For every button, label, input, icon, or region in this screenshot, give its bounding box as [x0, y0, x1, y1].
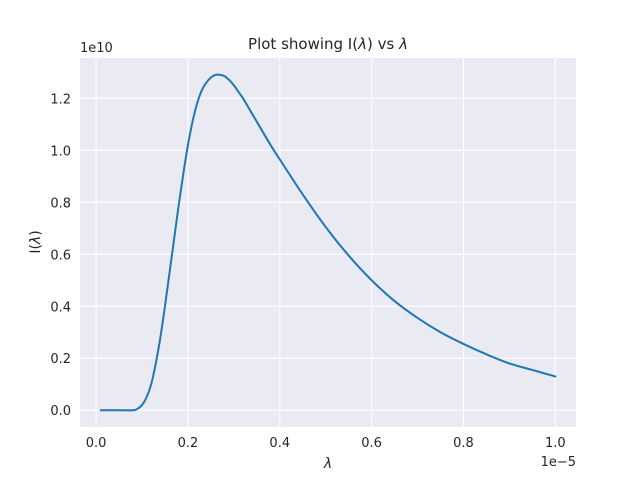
series-line	[99, 73, 557, 412]
y-tick-label: 0.0	[50, 404, 71, 419]
x-tick-label: 0.6	[361, 436, 382, 451]
series-layer	[99, 73, 557, 412]
chart-title-symbol-2: λ	[398, 35, 408, 53]
x-axis-offset-label: 1e−5	[541, 455, 576, 470]
x-tick-label: 0.0	[86, 436, 107, 451]
y-axis-label-prefix: I(	[28, 244, 44, 254]
chart-title-middle: ) vs	[367, 35, 399, 53]
y-tick-label: 1.2	[50, 92, 71, 107]
y-axis-label-suffix: )	[28, 230, 44, 235]
y-tick-label: 0.4	[50, 300, 71, 315]
x-axis-label: λ	[323, 456, 332, 472]
y-axis-label: I(λ)	[28, 230, 44, 253]
chart-title-prefix: Plot showing I(	[248, 35, 358, 53]
y-axis-offset-label: 1e10	[80, 41, 113, 56]
x-tick-label: 0.8	[453, 436, 474, 451]
x-tick-label: 1.0	[545, 436, 566, 451]
y-tick-label: 0.8	[50, 196, 71, 211]
x-tick-label: 0.4	[269, 436, 290, 451]
y-tick-label: 1.0	[50, 144, 71, 159]
y-tick-label: 0.6	[50, 248, 71, 263]
plot-area	[80, 58, 576, 427]
x-axis-ticks: 0.0 0.2 0.4 0.6 0.8 1.0	[86, 436, 566, 451]
x-tick-label: 0.2	[178, 436, 199, 451]
y-tick-label: 0.2	[50, 352, 71, 367]
chart-title-symbol: λ	[357, 35, 367, 53]
grid	[80, 58, 576, 427]
chart-title: Plot showing I(λ) vs λ	[248, 35, 408, 53]
y-axis-label-symbol: λ	[28, 236, 44, 245]
y-axis-ticks: 0.0 0.2 0.4 0.6 0.8 1.0 1.2	[50, 92, 71, 419]
